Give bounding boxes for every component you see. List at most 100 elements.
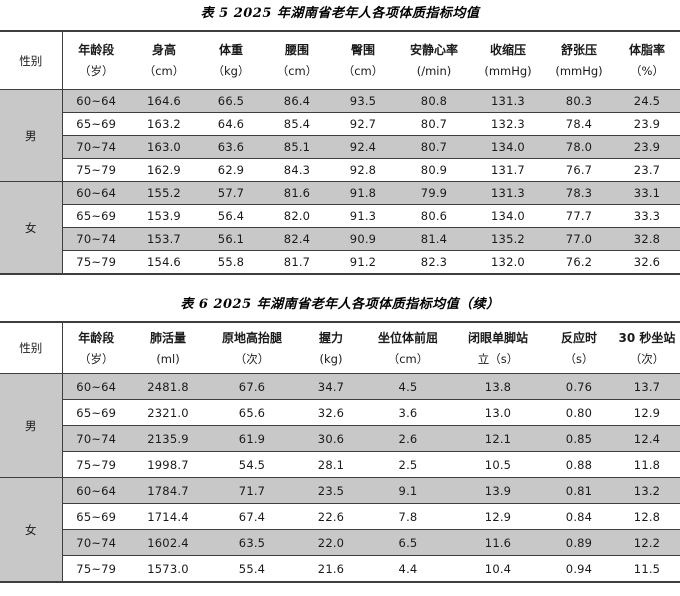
table5-section: 表 5 2025 年湖南省老年人各项体质指标均值 性别 年龄段 （岁） 身高 （cm） 体…: [0, 5, 680, 275]
value-cell: 63.5: [206, 529, 298, 556]
header-cell: 收缩压 (mmHg): [472, 31, 544, 90]
header-cell: 原地高抬腿 （次）: [206, 322, 298, 374]
value-cell: 21.6: [298, 555, 364, 582]
value-cell: 4.5: [364, 373, 452, 400]
value-cell: 134.0: [472, 135, 544, 159]
value-cell: 56.4: [198, 204, 264, 228]
table6-title: 表 6 2025 年湖南省老年人各项体质指标均值（续）: [180, 297, 500, 312]
value-cell: 9.1: [364, 477, 452, 504]
table-row: 男 60~64 164.6 66.5 86.4 93.5 80.8 131.3 80.3 24.5: [0, 89, 680, 182]
value-cell: 80.7: [396, 135, 472, 159]
header-line1: 年龄段: [78, 330, 115, 345]
table5-title: 表 5 2025 年湖南省老年人各项体质指标均值: [200, 6, 480, 21]
value-cell: 163.0: [130, 135, 198, 159]
age-range-cell: 65~69: [62, 112, 130, 136]
value-cell: 164.6: [130, 89, 198, 113]
value-cell: 28.1: [298, 451, 364, 478]
value-cell: 12.8: [614, 503, 680, 530]
header-line1: 反应时: [560, 330, 597, 345]
header-cell: 年龄段 （岁）: [62, 31, 130, 90]
header-line2: (/min): [416, 64, 452, 78]
value-cell: 2321.0: [130, 399, 206, 426]
header-row: 性别 年龄段 （岁） 肺活量 (ml) 原地高抬腿 （次） 握力 (kg) 坐位体前屈 （cm） 闭眼…: [0, 322, 680, 374]
value-cell: 0.88: [544, 451, 614, 478]
header-cell: 安静心率 (/min): [396, 31, 472, 90]
value-cell: 12.1: [452, 425, 544, 452]
value-cell: 13.8: [452, 373, 544, 400]
value-cell: 85.4: [264, 112, 330, 136]
table-row: 75~79 162.9 62.9 84.3 92.8 80.9 131.7 76.7 23.7: [0, 158, 680, 182]
value-cell: 76.2: [544, 250, 614, 274]
value-cell: 23.9: [614, 135, 680, 159]
value-cell: 2.5: [364, 451, 452, 478]
value-cell: 65.6: [206, 399, 298, 426]
value-cell: 92.4: [330, 135, 396, 159]
value-cell: 92.7: [330, 112, 396, 136]
header-line1: 安静心率: [409, 43, 458, 57]
value-cell: 13.7: [614, 373, 680, 400]
age-range-cell: 75~79: [62, 451, 130, 478]
header-line2: （cm）: [342, 64, 384, 78]
table6-fitness-indicators-continued: 性别 年龄段 （岁） 肺活量 (ml) 原地高抬腿 （次） 握力 (kg) 坐位体前屈 （cm） 闭眼…: [0, 321, 680, 583]
value-cell: 2481.8: [130, 373, 206, 400]
value-cell: 13.9: [452, 477, 544, 504]
header-line2: （cm）: [143, 64, 185, 78]
value-cell: 1573.0: [130, 555, 206, 582]
age-range-cell: 70~74: [62, 227, 130, 251]
value-cell: 55.8: [198, 250, 264, 274]
table-row: 70~74 153.7 56.1 82.4 90.9 81.4 135.2 77.0 32.8: [0, 227, 680, 251]
value-cell: 78.0: [544, 135, 614, 159]
header-line1: 闭眼单脚站: [467, 330, 528, 345]
value-cell: 1714.4: [130, 503, 206, 530]
value-cell: 80.6: [396, 204, 472, 228]
value-cell: 11.8: [614, 451, 680, 478]
value-cell: 154.6: [130, 250, 198, 274]
value-cell: 34.7: [298, 373, 364, 400]
value-cell: 61.9: [206, 425, 298, 452]
value-cell: 2.6: [364, 425, 452, 452]
header-line1: 坐位体前屈: [377, 330, 438, 345]
value-cell: 22.0: [298, 529, 364, 556]
table-row: 65~69 1714.4 67.4 22.6 7.8 12.9 0.84 12.8: [0, 503, 680, 530]
header-line2: (mmHg): [484, 64, 532, 78]
value-cell: 32.8: [614, 227, 680, 251]
age-range-cell: 60~64: [62, 373, 130, 400]
value-cell: 134.0: [472, 204, 544, 228]
age-range-cell: 75~79: [62, 555, 130, 582]
header-line1: 体脂率: [628, 43, 665, 57]
age-range-cell: 65~69: [62, 503, 130, 530]
value-cell: 6.5: [364, 529, 452, 556]
header-cell: 舒张压 (mmHg): [544, 31, 614, 90]
header-cell: 性别: [0, 322, 63, 374]
value-cell: 67.6: [206, 373, 298, 400]
value-cell: 7.8: [364, 503, 452, 530]
header-line1: 握力: [318, 330, 343, 345]
table5-fitness-indicators: 性别 年龄段 （岁） 身高 （cm） 体重 （kg） 腰围 （cm） 臀围 （cm） 安静心率 (/mi…: [0, 30, 680, 275]
age-range-cell: 70~74: [62, 135, 130, 159]
table-row: 65~69 153.9 56.4 82.0 91.3 80.6 134.0 77.7 33.3: [0, 204, 680, 228]
value-cell: 12.4: [614, 425, 680, 452]
value-cell: 1784.7: [130, 477, 206, 504]
header-row: 性别 年龄段 （岁） 身高 （cm） 体重 （kg） 腰围 （cm） 臀围 （cm） 安静心率 (/mi…: [0, 31, 680, 90]
value-cell: 131.7: [472, 158, 544, 182]
value-cell: 93.5: [330, 89, 396, 113]
value-cell: 153.9: [130, 204, 198, 228]
value-cell: 32.6: [298, 399, 364, 426]
value-cell: 0.81: [544, 477, 614, 504]
age-range-cell: 60~64: [62, 89, 130, 113]
value-cell: 163.2: [130, 112, 198, 136]
header-line1: 臀围: [350, 43, 375, 57]
value-cell: 1998.7: [130, 451, 206, 478]
value-cell: 1602.4: [130, 529, 206, 556]
age-range-cell: 60~64: [62, 181, 130, 205]
table-row: 女 60~64 1784.7 71.7 23.5 9.1 13.9 0.81 13.2: [0, 477, 680, 583]
header-line1: 肺活量: [149, 330, 186, 345]
value-cell: 64.6: [198, 112, 264, 136]
header-line2: （岁）: [79, 64, 114, 78]
value-cell: 66.5: [198, 89, 264, 113]
value-cell: 11.6: [452, 529, 544, 556]
value-cell: 153.7: [130, 227, 198, 251]
value-cell: 11.5: [614, 555, 680, 582]
value-cell: 82.0: [264, 204, 330, 228]
age-range-cell: 75~79: [62, 158, 130, 182]
